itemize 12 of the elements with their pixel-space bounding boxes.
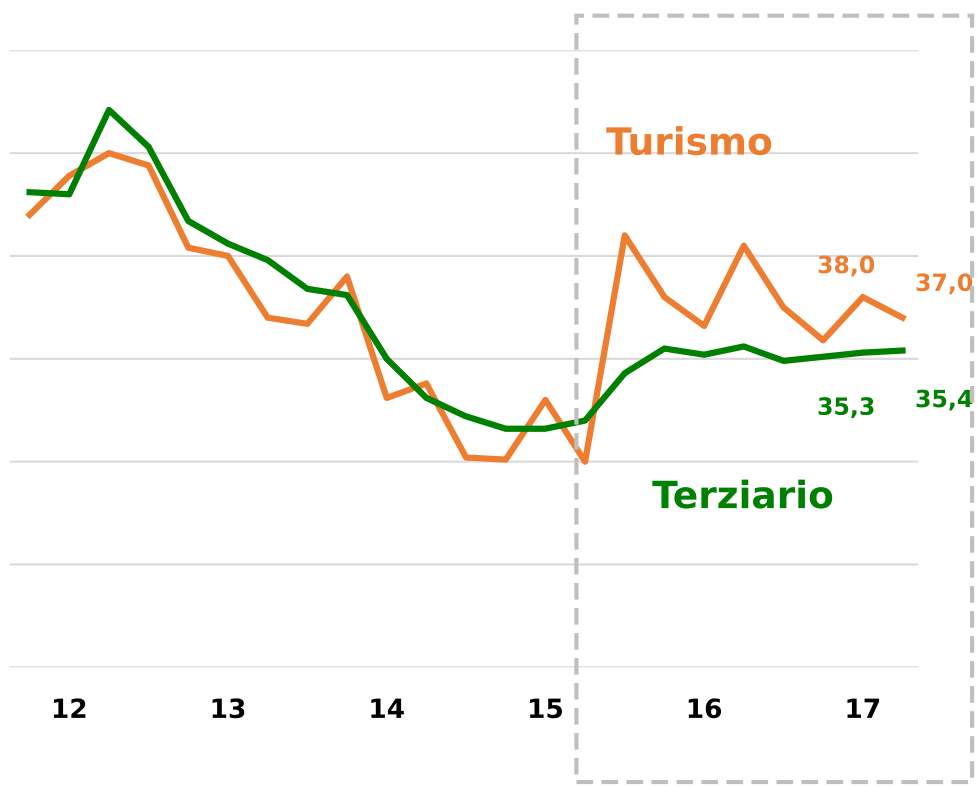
x-tick-label: 17 [847, 698, 880, 718]
data-label: 37,0 [916, 273, 972, 294]
text: Turismo [606, 126, 772, 156]
text: Terziario [652, 480, 832, 509]
x-tick-label: 14 [371, 698, 404, 718]
x-tick-label: 13 [212, 698, 244, 718]
x-tick-label: 16 [688, 698, 722, 718]
x-tick-label: 15 [530, 698, 562, 718]
data-label: 38,0 [818, 256, 874, 276]
data-label: 35,3 [818, 397, 874, 418]
x-tick-label: 12 [54, 698, 86, 718]
data-label: 35,4 [916, 390, 972, 410]
